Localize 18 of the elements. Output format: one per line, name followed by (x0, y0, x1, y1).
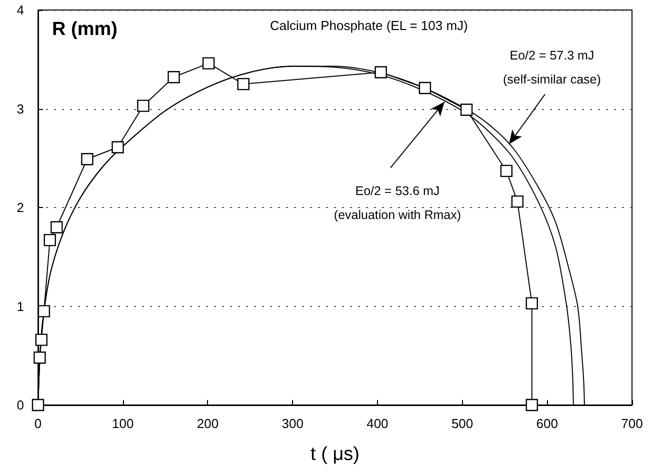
annotation: Eo/2 = 57.3 mJ (self-similar case) (502, 48, 601, 86)
x-tick-label: 200 (196, 416, 219, 431)
x-tick-label: 700 (621, 416, 643, 431)
y-tick-label: 2 (16, 200, 24, 215)
x-axis-title: t ( μs) (310, 444, 360, 465)
y-tick-label: 3 (16, 101, 24, 116)
y-tick-label: 4 (16, 2, 24, 18)
y-axis-title: R (mm) (52, 19, 118, 40)
y-tick-label: 0 (16, 398, 24, 412)
y-tick-label: 1 (16, 298, 24, 314)
x-tick-label: 100 (112, 416, 134, 431)
x-tick-label: 0 (34, 416, 42, 431)
x-tick-label: 500 (451, 416, 474, 431)
x-tick-label: 600 (536, 416, 558, 431)
x-tick-label: 300 (282, 416, 304, 431)
x-tick-label: 400 (366, 416, 388, 431)
text: Calcium Phosphate (EL = 103 mJ) (270, 18, 468, 33)
annotation: Eo/2 = 53.6 mJ (evaluation with Rmax) (334, 184, 462, 222)
